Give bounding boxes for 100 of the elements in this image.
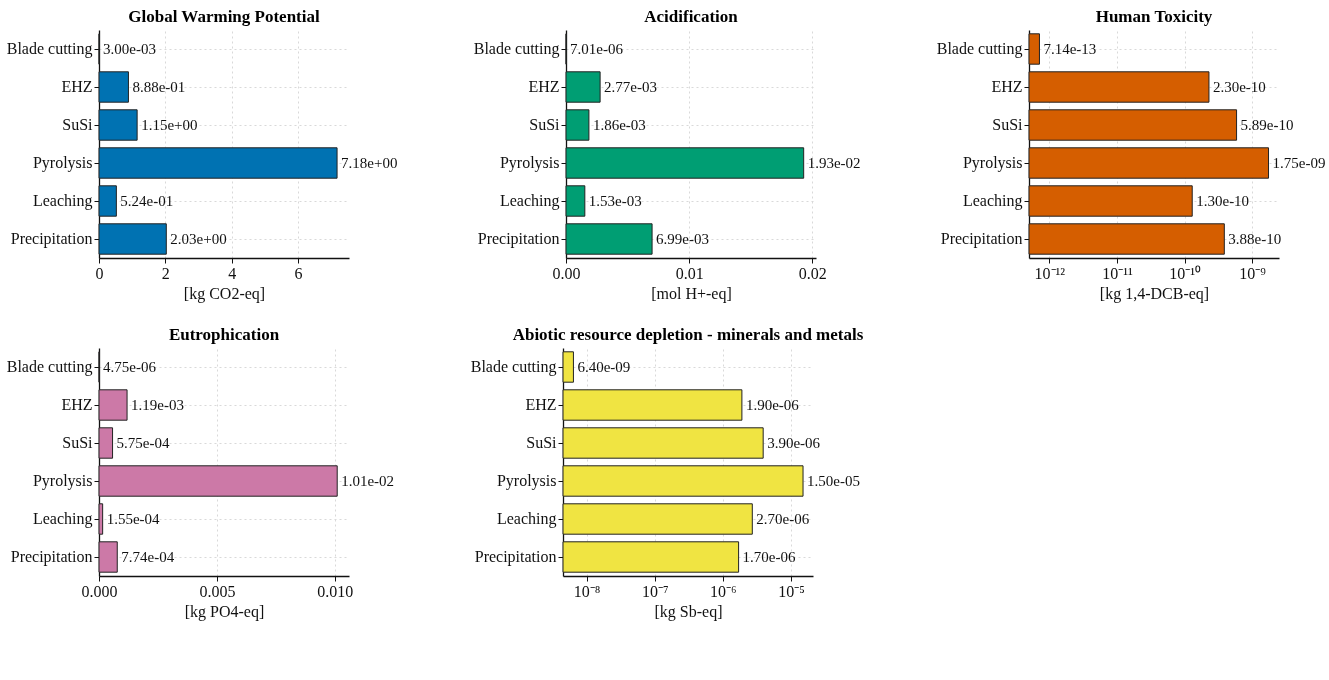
y-tick-label: Blade cutting xyxy=(6,358,93,376)
x-tick-label: 10⁻⁸ xyxy=(573,582,601,600)
x-axis-title: [kg PO4-eq] xyxy=(184,602,265,621)
bar xyxy=(98,185,117,217)
y-tick-label: Blade cutting xyxy=(936,40,1023,58)
x-axis-title: [kg 1,4-DCB-eq] xyxy=(1099,284,1210,303)
bar xyxy=(98,427,114,459)
x-tick-label: 0.01 xyxy=(675,264,704,282)
y-tick-label: Leaching xyxy=(496,510,557,528)
chart-title: Eutrophication xyxy=(168,325,280,344)
bar xyxy=(98,503,104,535)
y-tick-label: EHZ xyxy=(61,396,93,413)
data-label: 1.01e-02 xyxy=(341,473,395,489)
bar xyxy=(98,223,167,255)
data-label: 3.90e-06 xyxy=(767,435,821,451)
data-label: 7.74e-04 xyxy=(121,549,175,565)
y-tick-label: EHZ xyxy=(61,78,93,95)
x-tick-label: 10⁻⁶ xyxy=(710,582,737,600)
x-tick-label: 10⁻⁷ xyxy=(641,582,669,600)
bar xyxy=(565,223,653,255)
data-label: 7.01e-06 xyxy=(570,41,624,57)
data-label: 1.75e-09 xyxy=(1272,155,1326,171)
data-label: 5.89e-10 xyxy=(1240,117,1294,133)
data-label: 2.77e-03 xyxy=(604,79,658,95)
data-label: 1.15e+00 xyxy=(141,117,198,133)
y-tick-label: Precipitation xyxy=(474,548,557,566)
data-label: 3.88e-10 xyxy=(1228,231,1282,247)
bar xyxy=(98,71,129,103)
y-tick-label: Blade cutting xyxy=(6,40,93,58)
y-tick-label: SuSi xyxy=(62,434,94,451)
data-label: 1.19e-03 xyxy=(131,397,184,413)
data-label: 1.50e-05 xyxy=(807,473,860,489)
y-tick-label: Pyrolysis xyxy=(962,154,1023,172)
y-tick-label: SuSi xyxy=(992,116,1024,133)
x-tick-label: 0.02 xyxy=(798,264,827,282)
x-axis-title: [kg CO2-eq] xyxy=(183,284,266,303)
x-axis-title: [kg Sb-eq] xyxy=(654,602,723,621)
y-tick-label: Leaching xyxy=(32,192,93,210)
data-label: 1.53e-03 xyxy=(588,193,642,209)
chart-title: Abiotic resource depletion - minerals and metals xyxy=(512,325,864,344)
bar xyxy=(98,147,338,179)
bar xyxy=(565,109,590,141)
data-label: 8.88e-01 xyxy=(132,79,186,95)
chart-title: Acidification xyxy=(644,7,739,26)
data-label: 7.14e-13 xyxy=(1043,41,1097,57)
y-tick-label: Leaching xyxy=(499,192,560,210)
data-label: 3.00e-03 xyxy=(103,41,157,57)
x-tick-label: 10⁻⁵ xyxy=(778,582,805,600)
y-tick-label: SuSi xyxy=(529,116,561,133)
data-label: 1.55e-04 xyxy=(106,511,161,527)
data-label: 6.40e-09 xyxy=(577,359,631,375)
data-label: 5.75e-04 xyxy=(116,435,170,451)
bar xyxy=(98,541,118,573)
bar xyxy=(98,389,128,421)
bar xyxy=(565,147,805,179)
x-tick-label: 0.00 xyxy=(552,264,581,282)
data-label: 4.75e-06 xyxy=(103,359,157,375)
data-label: 1.86e-03 xyxy=(592,117,646,133)
x-tick-label: 0.000 xyxy=(81,582,118,600)
data-label: 2.30e-10 xyxy=(1212,79,1266,95)
y-tick-label: Leaching xyxy=(962,192,1023,210)
y-tick-label: Blade cutting xyxy=(470,358,557,376)
y-tick-label: Leaching xyxy=(32,510,93,528)
x-tick-label: 0.010 xyxy=(317,582,354,600)
y-tick-label: Precipitation xyxy=(10,548,93,566)
x-tick-label: 0.005 xyxy=(199,582,236,600)
y-tick-label: Pyrolysis xyxy=(496,472,557,490)
x-tick-label: 4 xyxy=(228,264,237,282)
data-label: 5.24e-01 xyxy=(120,193,174,209)
x-tick-label: 2 xyxy=(161,264,170,282)
y-tick-label: Pyrolysis xyxy=(499,154,560,172)
data-label: 2.70e-06 xyxy=(756,511,810,527)
chart-title: Human Toxicity xyxy=(1095,7,1213,26)
y-tick-label: Pyrolysis xyxy=(32,472,93,490)
x-tick-label: 10⁻⁹ xyxy=(1239,264,1267,282)
x-axis-title: [mol H+-eq] xyxy=(651,284,732,303)
y-tick-label: EHZ xyxy=(525,396,557,413)
x-tick-label: 10⁻¹⁰ xyxy=(1169,264,1201,282)
bar xyxy=(98,109,138,141)
y-tick-label: Precipitation xyxy=(10,230,93,248)
bar xyxy=(565,185,586,217)
data-label: 6.99e-03 xyxy=(656,231,709,247)
y-tick-label: Pyrolysis xyxy=(32,154,93,172)
y-tick-label: Precipitation xyxy=(477,230,560,248)
y-tick-label: Precipitation xyxy=(940,230,1023,248)
y-tick-label: SuSi xyxy=(526,434,558,451)
y-tick-label: EHZ xyxy=(991,78,1023,95)
data-label: 2.03e+00 xyxy=(170,231,227,247)
x-tick-label: 10⁻¹¹ xyxy=(1102,264,1133,282)
bar xyxy=(98,465,338,497)
data-label: 7.18e+00 xyxy=(341,155,398,171)
y-tick-label: SuSi xyxy=(62,116,94,133)
x-tick-label: 10⁻¹² xyxy=(1034,264,1066,282)
chart-title: Global Warming Potential xyxy=(128,7,320,26)
data-label: 1.90e-06 xyxy=(745,397,800,413)
bar xyxy=(565,71,601,103)
y-tick-label: EHZ xyxy=(528,78,560,95)
y-tick-label: Blade cutting xyxy=(473,40,560,58)
x-tick-label: 6 xyxy=(294,264,303,282)
data-label: 1.30e-10 xyxy=(1196,193,1250,209)
